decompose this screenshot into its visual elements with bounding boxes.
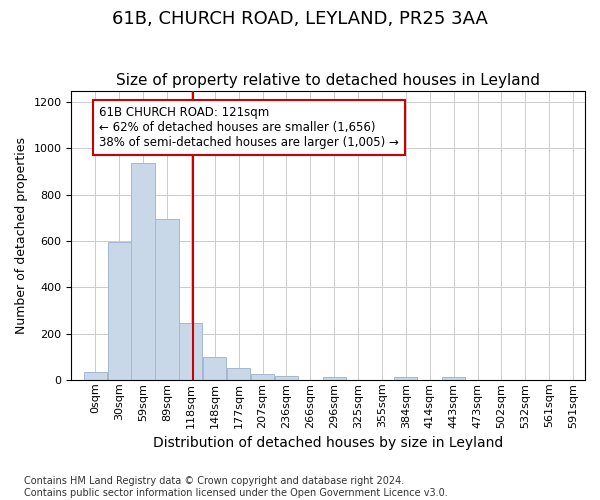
Text: Contains HM Land Registry data © Crown copyright and database right 2024.
Contai: Contains HM Land Registry data © Crown c… <box>24 476 448 498</box>
Bar <box>203 356 226 380</box>
Bar <box>227 368 250 380</box>
X-axis label: Distribution of detached houses by size in Leyland: Distribution of detached houses by size … <box>153 436 503 450</box>
Bar <box>107 242 131 380</box>
Bar <box>394 377 418 380</box>
Bar <box>84 372 107 380</box>
Bar <box>442 377 465 380</box>
Bar <box>179 323 202 380</box>
Text: 61B CHURCH ROAD: 121sqm
← 62% of detached houses are smaller (1,656)
38% of semi: 61B CHURCH ROAD: 121sqm ← 62% of detache… <box>100 106 399 148</box>
Text: 61B, CHURCH ROAD, LEYLAND, PR25 3AA: 61B, CHURCH ROAD, LEYLAND, PR25 3AA <box>112 10 488 28</box>
Bar <box>323 377 346 380</box>
Bar <box>155 219 179 380</box>
Y-axis label: Number of detached properties: Number of detached properties <box>15 136 28 334</box>
Bar <box>251 374 274 380</box>
Title: Size of property relative to detached houses in Leyland: Size of property relative to detached ho… <box>116 73 540 88</box>
Bar <box>275 376 298 380</box>
Bar <box>131 164 155 380</box>
